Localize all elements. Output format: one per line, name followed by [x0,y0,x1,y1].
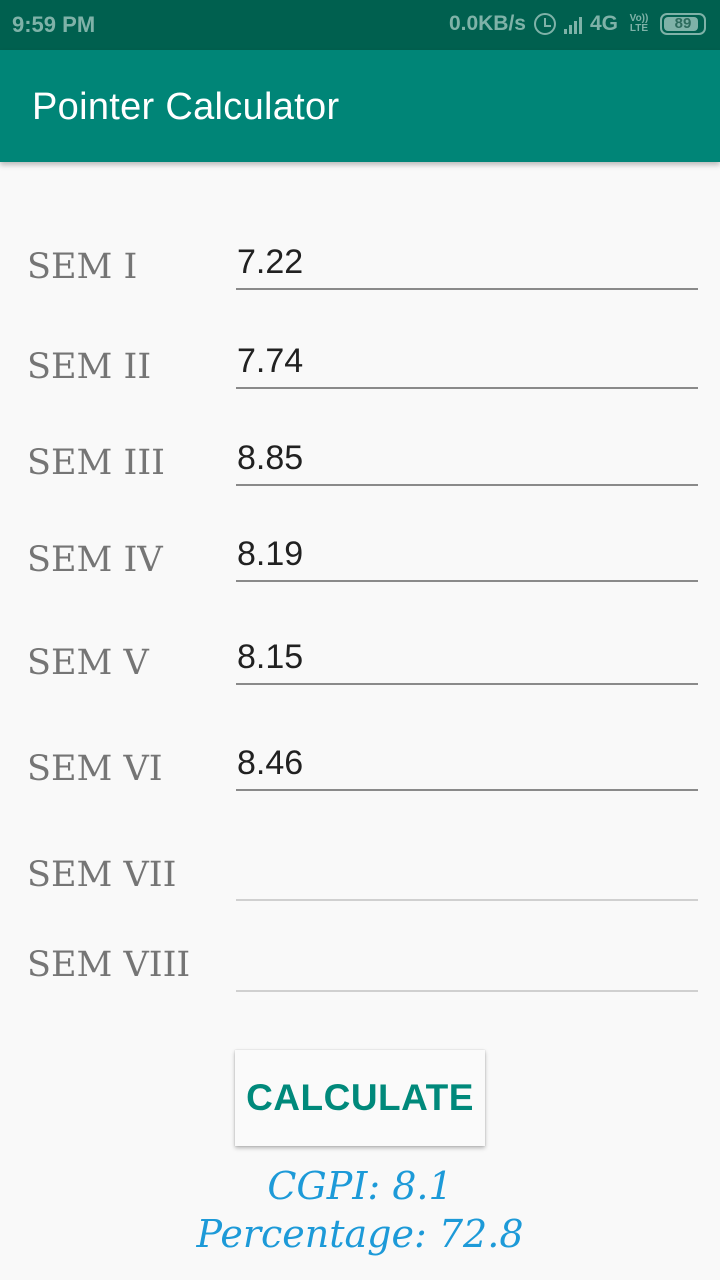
sem-8-input[interactable] [236,938,698,992]
sem-4-input[interactable] [236,528,698,582]
status-icons: 0.0KB/s 4G Vo)) LTE 89 [449,12,706,36]
signal-icon [563,14,582,34]
alarm-icon [533,13,556,35]
sem-2-input[interactable] [236,335,698,389]
sem-5-input[interactable] [236,631,698,685]
volte-top: Vo)) [629,13,649,24]
status-time: 9:59 PM [12,12,96,37]
network-speed: 0.0KB/s [448,12,526,35]
calculate-button[interactable]: CALCULATE [235,1050,485,1146]
sem-label-7: SEM VII [27,855,177,895]
sem-label-3: SEM III [27,443,165,483]
volte-icon: Vo)) LTE [626,14,652,34]
sem-7-input[interactable] [236,847,698,901]
app-bar: Pointer Calculator [0,50,720,162]
sem-label-5: SEM V [27,643,149,683]
battery-level: 89 [674,15,692,32]
battery-icon: 89 [660,13,706,35]
page-title: Pointer Calculator [32,86,340,128]
battery-fill [664,17,698,31]
percentage-result: Percentage: 72.8 [196,1212,524,1256]
sem-label-4: SEM IV [27,540,163,580]
sem-6-input[interactable] [236,737,698,791]
sem-1-input[interactable] [236,236,698,290]
sem-label-8: SEM VIII [27,945,191,985]
cgpi-result: CGPI: 8.1 [267,1164,453,1208]
sem-label-2: SEM II [27,347,152,387]
sem-label-6: SEM VI [27,749,163,789]
sem-label-1: SEM I [27,247,138,287]
sem-3-input[interactable] [236,432,698,486]
volte-bottom: LTE [629,23,649,34]
network-type: 4G [589,12,618,35]
status-bar: 9:59 PM 0.0KB/s 4G Vo)) LTE 89 [0,0,720,50]
